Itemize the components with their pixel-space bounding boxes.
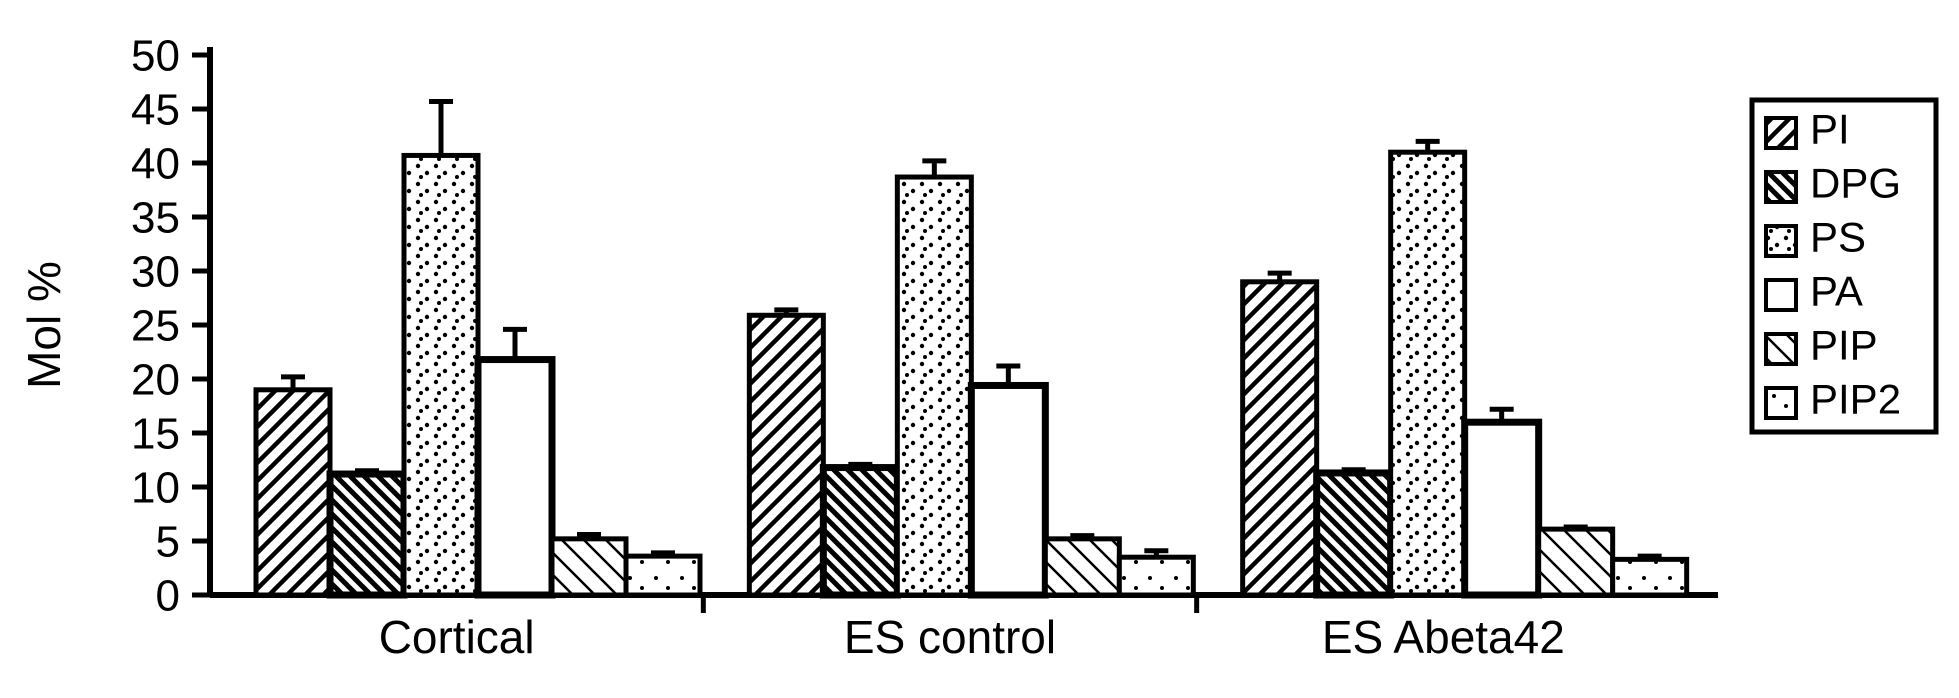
y-tick-label: 0 [156, 571, 180, 620]
y-tick-label: 35 [131, 193, 180, 242]
bar-pi [1243, 282, 1317, 595]
legend-swatch [1766, 280, 1796, 310]
category-label: ES Abeta42 [1322, 611, 1565, 663]
legend-label: PI [1810, 106, 1850, 153]
legend-label: PIP2 [1810, 376, 1901, 423]
y-tick-label: 50 [131, 31, 180, 80]
y-tick-label: 30 [131, 247, 180, 296]
bar-pip2 [1119, 557, 1193, 595]
bar-pi [749, 315, 823, 595]
chart-root: 0 5 10 15 20 25 30 35 40 45 50 PI DPG PS PA PIP PIP2 Mo… [0, 0, 1959, 698]
bar-pip [552, 539, 626, 595]
legend-swatch [1766, 118, 1796, 148]
y-tick-label: 45 [131, 85, 180, 134]
bar-pip2 [1613, 559, 1687, 595]
bar-pip [1539, 529, 1613, 595]
bar-dpg [330, 474, 404, 595]
y-tick-label: 20 [131, 355, 180, 404]
legend: PI DPG PS PA PIP PIP2 [1752, 100, 1936, 432]
legend-label: PA [1810, 268, 1863, 315]
legend-swatch [1766, 334, 1796, 364]
bar-pa [478, 360, 552, 595]
legend-label: PS [1810, 214, 1866, 261]
bar-ps [404, 155, 478, 595]
category-label: Cortical [379, 611, 535, 663]
bar-pip [1045, 539, 1119, 595]
legend-swatch [1766, 172, 1796, 202]
bar-pa [971, 385, 1045, 595]
legend-label: PIP [1810, 322, 1878, 369]
bar-pi [256, 390, 330, 595]
legend-swatch [1766, 388, 1796, 418]
y-tick-label: 40 [131, 139, 180, 188]
bar-ps [1391, 152, 1465, 595]
y-tick-label: 10 [131, 463, 180, 512]
legend-swatch [1766, 226, 1796, 256]
bar-dpg [823, 468, 897, 595]
bar-pip2 [626, 556, 700, 595]
legend-label: DPG [1810, 160, 1901, 207]
bars [256, 101, 1687, 595]
y-tick-label: 25 [131, 301, 180, 350]
y-tick-label: 5 [156, 517, 180, 566]
bar-ps [897, 177, 971, 595]
bar-dpg [1317, 473, 1391, 595]
category-label: ES control [844, 611, 1056, 663]
bar-pa [1465, 422, 1539, 595]
y-tick-label: 15 [131, 409, 180, 458]
y-axis-label: Mol % [18, 261, 70, 389]
